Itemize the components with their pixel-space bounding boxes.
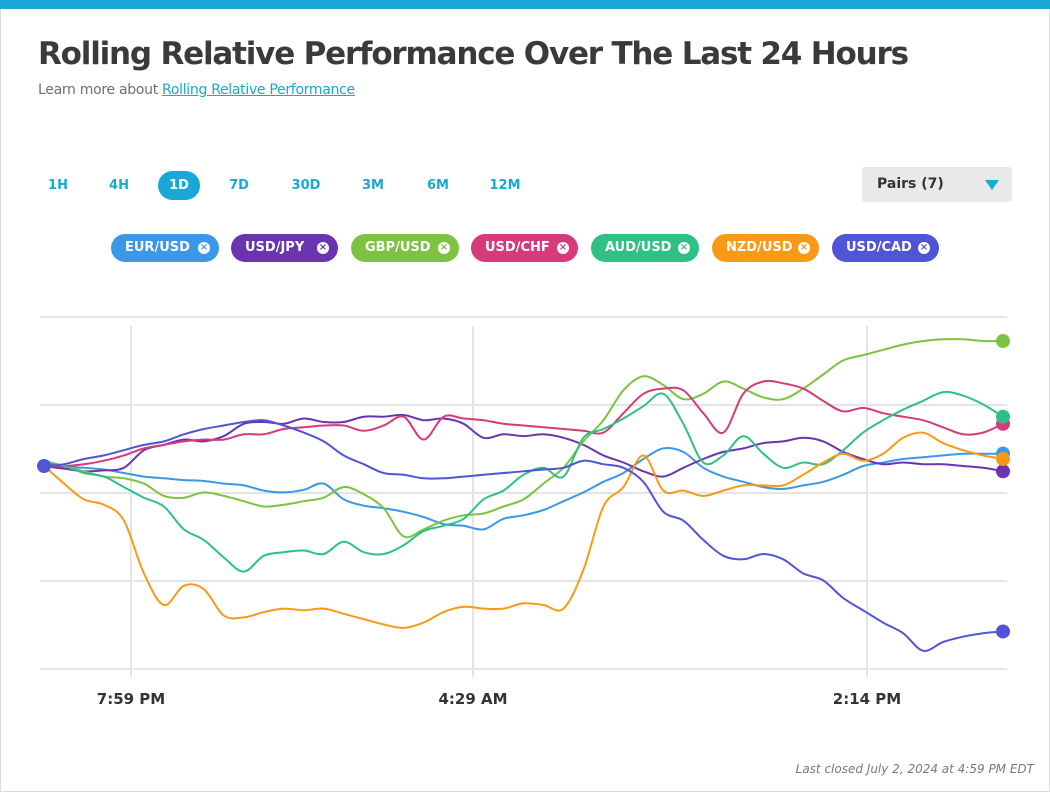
last-closed-note: Last closed July 2, 2024 at 4:59 PM EDT: [795, 762, 1034, 776]
series-end-point[interactable]: [996, 624, 1010, 639]
chip-label: EUR/USD: [125, 240, 190, 255]
series-line-aud-usd: [43, 390, 1004, 573]
timeframe-12m[interactable]: 12M: [489, 178, 521, 193]
pairs-dropdown[interactable]: Pairs (7): [862, 167, 1012, 202]
remove-icon[interactable]: ×: [438, 242, 450, 254]
series-line-eur-usd: [43, 446, 1003, 531]
chip-eur-usd[interactable]: EUR/USD ×: [111, 234, 219, 262]
remove-icon[interactable]: ×: [678, 242, 690, 254]
series-start-point: [37, 459, 51, 473]
x-tick-label: 7:59 PM: [96, 690, 166, 708]
timeframe-1d[interactable]: 1D: [158, 171, 200, 200]
series-line-gbp-usd: [43, 338, 1004, 539]
series-line-usd-cad: [43, 419, 1004, 652]
chip-label: USD/JPY: [245, 240, 305, 255]
series-end-point[interactable]: [996, 409, 1010, 424]
timeframe-1h[interactable]: 1H: [48, 178, 68, 193]
remove-icon[interactable]: ×: [198, 242, 210, 254]
performance-line-chart: [37, 316, 1010, 677]
page-title: Rolling Relative Performance Over The La…: [38, 36, 909, 72]
remove-icon[interactable]: ×: [798, 242, 810, 254]
timeframe-6m[interactable]: 6M: [427, 178, 449, 193]
chip-usd-cad[interactable]: USD/CAD ×: [832, 234, 939, 262]
timeframe-3m[interactable]: 3M: [362, 178, 384, 193]
x-tick-label: 2:14 PM: [832, 690, 902, 708]
accent-bar: [0, 0, 1050, 9]
remove-icon[interactable]: ×: [918, 242, 930, 254]
subtitle-text: Learn more about: [38, 82, 158, 98]
series-line-usd-jpy: [43, 413, 1004, 478]
chip-aud-usd[interactable]: AUD/USD ×: [591, 234, 699, 262]
chip-label: USD/CHF: [485, 240, 550, 255]
remove-icon[interactable]: ×: [317, 242, 329, 254]
timeframe-30d[interactable]: 30D: [291, 178, 321, 193]
series-end-point[interactable]: [996, 464, 1010, 479]
learn-more-link[interactable]: Rolling Relative Performance: [162, 82, 355, 98]
timeframe-7d[interactable]: 7D: [229, 178, 249, 193]
chip-nzd-usd[interactable]: NZD/USD ×: [712, 234, 819, 262]
chip-usd-jpy[interactable]: USD/JPY ×: [231, 234, 338, 262]
subtitle: Learn more about Rolling Relative Perfor…: [38, 82, 355, 98]
chip-usd-chf[interactable]: USD/CHF ×: [471, 234, 578, 262]
series-end-point[interactable]: [996, 334, 1010, 349]
chip-gbp-usd[interactable]: GBP/USD ×: [351, 234, 459, 262]
caret-down-icon: [985, 180, 999, 190]
chip-label: NZD/USD: [726, 240, 793, 255]
series-line-usd-chf: [43, 379, 1004, 468]
pairs-dropdown-label: Pairs (7): [877, 176, 944, 192]
timeframe-4h[interactable]: 4H: [109, 178, 129, 193]
series-line-nzd-usd: [43, 431, 1004, 629]
chip-label: USD/CAD: [846, 240, 912, 255]
remove-icon[interactable]: ×: [557, 242, 569, 254]
series-end-point[interactable]: [996, 451, 1010, 466]
x-tick-label: 4:29 AM: [438, 690, 508, 708]
chip-label: AUD/USD: [605, 240, 672, 255]
chip-label: GBP/USD: [365, 240, 431, 255]
